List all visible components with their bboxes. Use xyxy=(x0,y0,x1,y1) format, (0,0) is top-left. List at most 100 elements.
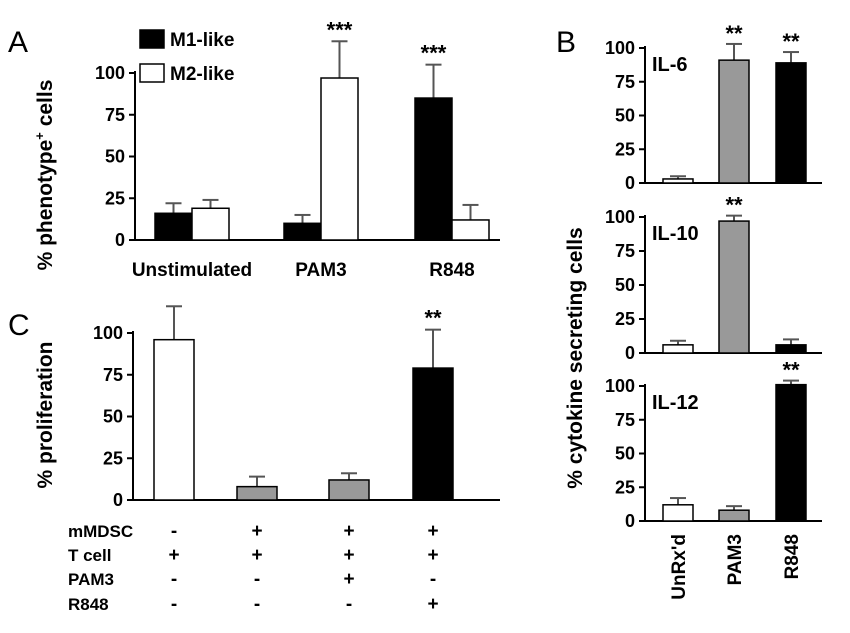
panel-a-category-r848: R848 xyxy=(429,260,474,281)
panel-b: B % cytokine secreting cells 0 25 50 75 100 I… xyxy=(556,21,822,600)
panel-b-il-12-y-tick-label: 75 xyxy=(615,410,635,430)
panel-b-il-6-y-tick-label: 25 xyxy=(615,139,635,159)
condition-mark: - xyxy=(171,594,177,615)
bar-a-pam3-m2-like-rect xyxy=(320,77,359,241)
panel-c-y-axis: 0 25 50 75 100 xyxy=(93,323,134,510)
bar-b-il-6-unrx-d xyxy=(662,175,694,184)
panel-b-subplot-il10: 0 25 50 75 100 IL-10 ** xyxy=(605,193,822,363)
panel-b-il-6-y-tick-label: 50 xyxy=(615,106,635,126)
condition-label-mmdsc: mMDSC xyxy=(68,522,133,541)
bar-b-il-10-pam3 xyxy=(718,214,750,354)
bar-c-1 xyxy=(153,305,195,501)
condition-mark: + xyxy=(427,521,438,542)
bar-a-pam3-m1-like xyxy=(283,213,322,241)
bar-a-unstimulated-m1-like-rect xyxy=(154,212,193,241)
condition-mark: - xyxy=(171,521,177,542)
panel-c-y-tick-label: 0 xyxy=(113,490,123,510)
panel-b-significance-label: ** xyxy=(725,193,743,218)
panel-b-il-6-y-tick-label: 75 xyxy=(615,72,635,92)
bar-b-il-12-r848 xyxy=(775,379,807,522)
panel-a-category-pam3: PAM3 xyxy=(295,260,346,281)
bar-c-2-rect xyxy=(236,485,278,501)
panel-b-category-r848: R848 xyxy=(782,534,803,579)
panel-c-y-axis-title: % proliferation xyxy=(34,341,57,488)
panel-b-il-12-y-tick-label: 50 xyxy=(615,444,635,464)
condition-mark: + xyxy=(251,545,262,566)
panel-a-significance-label: *** xyxy=(327,17,353,42)
condition-mark: - xyxy=(346,594,352,615)
bar-b-il-12-unrx-d xyxy=(662,497,694,522)
panel-c-y-tick-label: 100 xyxy=(93,323,123,343)
bar-b-il-10-unrx-d xyxy=(662,339,694,354)
panel-c-y-tick-label: 50 xyxy=(103,407,123,427)
panel-b-il-6-y-tick-label: 0 xyxy=(625,173,635,193)
condition-mark: + xyxy=(427,545,438,566)
panel-a-category-unstimulated: Unstimulated xyxy=(132,260,252,281)
panel-c-significance-label: ** xyxy=(424,306,442,331)
panel-c: C % proliferation 0 25 50 75 100 ** mMDSC - + +… xyxy=(8,305,500,615)
bar-a-r848-m2-like-rect xyxy=(451,219,490,241)
condition-label-r848: R848 xyxy=(68,595,109,614)
panel-c-letter: C xyxy=(8,309,30,342)
panel-b-il-10-y-tick-label: 100 xyxy=(605,207,635,227)
panel-b-il-6-y-tick-label: 100 xyxy=(605,38,635,58)
bar-a-unstimulated-m2-like-rect xyxy=(191,207,230,241)
condition-mark: + xyxy=(251,521,262,542)
bar-b-il-12-r848-rect xyxy=(775,383,807,522)
bar-a-r848-m2-like xyxy=(451,203,490,241)
bar-b-il-10-pam3-rect xyxy=(718,220,750,354)
condition-mark: - xyxy=(430,569,436,590)
panel-b-x-axis: UnRx'd PAM3 R848 xyxy=(669,534,803,600)
condition-label-pam3: PAM3 xyxy=(68,570,114,589)
bar-b-il-10-unrx-d-rect xyxy=(662,344,694,354)
condition-mark: - xyxy=(171,569,177,590)
panel-a-y-tick-label: 50 xyxy=(105,147,125,167)
bar-b-il-6-pam3 xyxy=(718,42,750,184)
condition-mark: + xyxy=(343,521,354,542)
panel-b-il-12-y-tick-label: 25 xyxy=(615,477,635,497)
bar-a-r848-m1-like-rect xyxy=(414,97,453,241)
panel-b-y-axis-title: % cytokine secreting cells xyxy=(564,227,587,488)
bar-a-r848-m1-like xyxy=(414,63,453,241)
panel-b-il-10-y-tick-label: 25 xyxy=(615,309,635,329)
bar-b-il-6-r848-rect xyxy=(775,62,807,184)
condition-mark: + xyxy=(343,569,354,590)
bar-c-4-rect xyxy=(412,367,454,501)
bar-c-4 xyxy=(412,328,454,501)
bar-b-il-12-unrx-d-rect xyxy=(662,504,694,522)
panel-a: A % phenotype+ cells 0 25 50 75 100 *** *** M… xyxy=(8,17,500,281)
panel-b-subplot-title: IL-12 xyxy=(652,392,699,414)
panel-a-y-tick-label: 25 xyxy=(105,188,125,208)
bar-c-1-rect xyxy=(153,338,195,501)
panel-c-y-tick-label: 75 xyxy=(103,365,123,385)
condition-mark: + xyxy=(427,594,438,615)
panel-b-significance-label: ** xyxy=(725,21,743,46)
bar-a-unstimulated-m2-like xyxy=(191,198,230,241)
panel-b-il-10-y-tick-label: 0 xyxy=(625,343,635,363)
legend-swatch-m2-like xyxy=(139,63,165,83)
bar-c-2 xyxy=(236,475,278,501)
panel-a-legend: M1-like M2-like xyxy=(139,29,234,85)
panel-b-significance-label: ** xyxy=(782,29,800,54)
panel-a-y-axis: 0 25 50 75 100 xyxy=(95,63,136,250)
panel-c-y-tick-label: 25 xyxy=(103,448,123,468)
bar-b-il-10-r848-rect xyxy=(775,344,807,354)
bar-b-il-6-r848 xyxy=(775,51,807,184)
panel-b-il-12-y-tick-label: 100 xyxy=(605,376,635,396)
bar-b-il-12-pam3-rect xyxy=(718,509,750,522)
panel-b-il-12-y-tick-label: 0 xyxy=(625,511,635,531)
condition-mark: + xyxy=(343,545,354,566)
panel-a-bars: *** *** xyxy=(135,17,500,241)
condition-mark: - xyxy=(254,569,260,590)
panel-b-subplot-il12: 0 25 50 75 100 IL-12 ** xyxy=(605,358,822,531)
panel-b-il-10-y-tick-label: 50 xyxy=(615,275,635,295)
panel-a-letter: A xyxy=(8,26,28,59)
bar-b-il-10-r848 xyxy=(775,338,807,354)
bar-a-pam3-m1-like-rect xyxy=(283,222,322,241)
legend-swatch-m1-like xyxy=(139,29,165,49)
panel-a-y-axis-title: % phenotype+ cells xyxy=(32,80,57,271)
panel-b-category-unrx-d: UnRx'd xyxy=(669,534,690,600)
panel-b-subplot-title: IL-10 xyxy=(652,223,699,245)
bar-a-pam3-m2-like xyxy=(320,40,359,241)
